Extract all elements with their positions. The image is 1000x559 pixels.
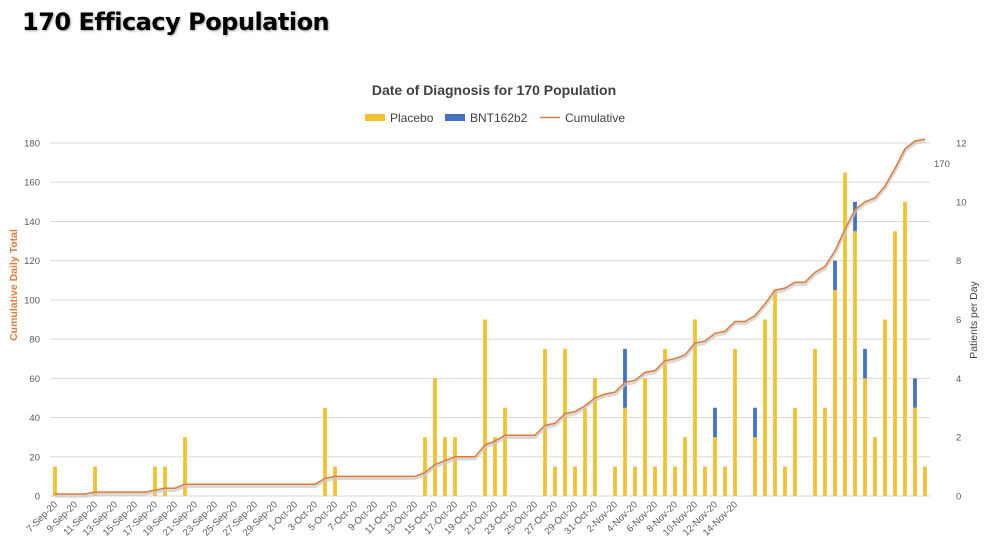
placebo-bar [873, 437, 877, 496]
bnt162b2-bar [713, 407, 717, 438]
placebo-bar [633, 466, 637, 496]
left-tick-label: 40 [29, 413, 40, 424]
placebo-bar [693, 319, 697, 496]
final-cumulative-label: 170 [934, 159, 950, 170]
placebo-bar [183, 437, 187, 496]
legend: Placebo BNT162b2 Cumulative [365, 111, 625, 125]
placebo-bar [423, 437, 427, 496]
placebo-bar [53, 466, 57, 496]
left-tick-label: 160 [24, 178, 40, 189]
legend-bnt162b2-swatch [445, 114, 465, 121]
left-axis-ticks: 0 20 40 60 80 100 120 140 160 180 [24, 139, 40, 503]
legend-placebo-swatch [365, 114, 385, 121]
placebo-bar [903, 201, 907, 497]
placebo-bar [153, 466, 157, 496]
placebo-bar [833, 290, 837, 496]
placebo-bar [333, 466, 337, 496]
placebo-bar [813, 348, 817, 496]
placebo-bar [913, 407, 917, 496]
right-tick-label: 8 [956, 256, 961, 267]
placebo-bar [573, 466, 577, 496]
right-tick-label: 4 [956, 374, 961, 385]
placebo-bar [683, 437, 687, 496]
bnt162b2-bar [863, 348, 867, 379]
placebo-bar [793, 407, 797, 496]
placebo-bar [443, 437, 447, 496]
placebo-bar [163, 466, 167, 496]
legend-bnt162b2-label: BNT162b2 [470, 111, 528, 125]
right-tick-label: 2 [956, 433, 961, 444]
cumulative-line [55, 138, 926, 495]
placebo-bar [823, 407, 827, 496]
right-axis-title: Patients per Day [968, 280, 980, 358]
placebo-bar [853, 231, 857, 496]
placebo-bar [783, 466, 787, 496]
placebo-bar [483, 319, 487, 496]
placebo-bar [893, 231, 897, 496]
placebo-bar [663, 348, 667, 496]
placebo-bar [713, 437, 717, 496]
placebo-bar [863, 378, 867, 496]
placebo-bar [923, 466, 927, 496]
bnt162b2-bar [853, 201, 857, 232]
placebo-bar [703, 466, 707, 496]
bnt162b2-bar [833, 260, 837, 291]
placebo-bar [773, 290, 777, 496]
left-tick-label: 60 [29, 374, 40, 385]
page-title: 170 Efficacy Population [22, 8, 330, 36]
right-tick-label: 6 [956, 315, 961, 326]
placebo-bar [93, 466, 97, 496]
placebo-bar [643, 378, 647, 496]
right-tick-label: 0 [956, 492, 961, 503]
placebo-bar [753, 437, 757, 496]
placebo-bar [673, 466, 677, 496]
placebo-bar [493, 437, 497, 496]
left-axis-title: Cumulative Daily Total [8, 229, 20, 341]
left-tick-label: 80 [29, 335, 40, 346]
placebo-bar [763, 319, 767, 496]
legend-placebo-label: Placebo [390, 111, 434, 125]
placebo-bar [453, 437, 457, 496]
right-tick-label: 12 [956, 139, 967, 150]
legend-cumulative-label: Cumulative [565, 111, 625, 125]
right-axis-ticks: 0 2 4 6 8 10 12 [956, 139, 967, 503]
left-tick-label: 100 [24, 295, 40, 306]
bar-series [53, 172, 927, 497]
placebo-bar [553, 466, 557, 496]
gridlines [50, 142, 930, 497]
bnt162b2-bar [913, 378, 917, 408]
bnt162b2-bar [623, 348, 627, 408]
chart-title: Date of Diagnosis for 170 Population [372, 82, 616, 98]
placebo-bar [613, 466, 617, 496]
placebo-bar [653, 466, 657, 496]
placebo-bar [593, 378, 597, 496]
placebo-bar [563, 348, 567, 496]
cumulative-line-shadow [55, 139, 926, 498]
left-tick-label: 140 [24, 217, 40, 228]
bnt162b2-bar [753, 407, 757, 438]
placebo-bar [623, 407, 627, 496]
placebo-bar [433, 378, 437, 496]
placebo-bar [733, 348, 737, 496]
left-tick-label: 120 [24, 256, 40, 267]
cumulative-series [55, 138, 926, 498]
x-axis-ticks: 7-Sep-209-Sep-2011-Sep-2013-Sep-2015-Sep… [25, 499, 740, 538]
placebo-bar [883, 319, 887, 496]
left-tick-label: 180 [24, 139, 40, 150]
placebo-bar [323, 407, 327, 496]
placebo-bar [583, 407, 587, 496]
left-tick-label: 20 [29, 452, 40, 463]
placebo-bar [723, 466, 727, 496]
placebo-bar [543, 348, 547, 496]
placebo-bar [843, 172, 847, 496]
right-tick-label: 10 [956, 197, 967, 208]
placebo-bar [503, 407, 507, 496]
left-tick-label: 0 [35, 492, 40, 503]
